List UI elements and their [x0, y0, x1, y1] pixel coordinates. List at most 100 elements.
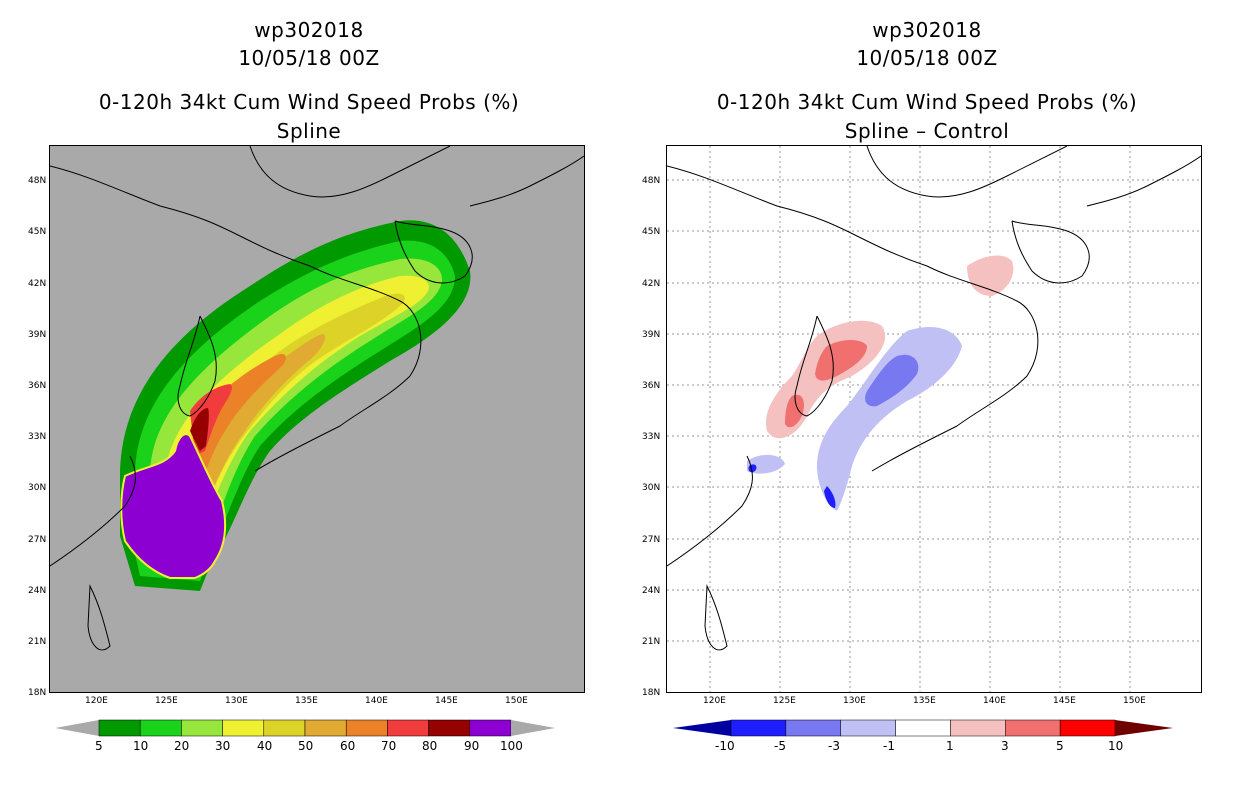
colorbar-cell: [345, 719, 388, 737]
colorbar-tick: 5: [1056, 739, 1064, 753]
colorbar-cell: [428, 719, 471, 737]
lon-label: 145E: [435, 696, 458, 706]
colorbar-cell: [950, 719, 1006, 737]
colorbar-tick: -1: [883, 739, 895, 753]
colorbar-tick: 10: [1108, 739, 1124, 753]
colorbar-under-arrow: [673, 720, 731, 736]
colorbar-cell: [263, 719, 306, 737]
storm-id: wp302018: [872, 18, 982, 42]
colorbar-cell: [98, 719, 141, 737]
colorbar-cell: [181, 719, 223, 737]
colorbar-cell: [730, 719, 787, 737]
colorbar-tick: 1: [946, 739, 954, 753]
colorbar-tick: 100: [500, 739, 523, 753]
lat-label: 42N: [28, 279, 47, 289]
lat-label: 27N: [28, 535, 47, 545]
diff-contour-negative-1: [817, 326, 962, 511]
colorbar-cell: [840, 719, 896, 737]
chart-title: 0-120h 34kt Cum Wind Speed Probs (%): [98, 90, 520, 114]
graticule: [667, 146, 1201, 692]
colorbar-cell: [1059, 719, 1116, 737]
difference-map-svg: [667, 146, 1201, 692]
colorbar-tick: -5: [774, 739, 786, 753]
colorbar-tick: 30: [215, 739, 231, 753]
diff-contour-negative-10: [824, 486, 836, 508]
colorbar-tick: -10: [715, 739, 735, 753]
lat-label: 42N: [642, 279, 661, 289]
lon-label: 145E: [1053, 696, 1076, 706]
lon-label: 140E: [365, 696, 388, 706]
colorbar-cell: [387, 719, 429, 737]
lat-label: 18N: [28, 688, 47, 698]
colorbar-tick: 20: [174, 739, 190, 753]
lon-label: 150E: [1123, 696, 1146, 706]
colorbar-tick: 3: [1001, 739, 1009, 753]
colorbar-tick: -3: [828, 739, 840, 753]
colorbar-under-arrow: [55, 720, 99, 736]
colorbar-tick: 90: [464, 739, 480, 753]
colorbar-cell: [895, 719, 951, 737]
lon-label: 150E: [505, 696, 528, 706]
lat-label: 21N: [642, 637, 661, 647]
difference-colorbar: [673, 719, 1173, 737]
colorbar-cell: [139, 719, 182, 737]
lat-label: 48N: [642, 176, 661, 186]
lat-label: 39N: [642, 330, 661, 340]
forecast-time: 10/05/18 00Z: [238, 46, 380, 70]
right-panel: wp302018 10/05/18 00Z 0-120h 34kt Cum Wi…: [618, 0, 1236, 800]
colorbar-tick: 70: [381, 739, 397, 753]
colorbar-cell: [785, 719, 841, 737]
coastlines: [667, 146, 1201, 651]
colorbar-cell: [469, 719, 512, 737]
lat-label: 39N: [28, 330, 47, 340]
lat-label: 24N: [642, 586, 661, 596]
probability-map: [49, 145, 585, 693]
diff-contour-positive-3b: [785, 394, 804, 428]
lat-label: 45N: [642, 227, 661, 237]
lon-label: 130E: [843, 696, 866, 706]
lat-label: 33N: [642, 432, 661, 442]
lon-label: 120E: [703, 696, 726, 706]
lat-label: 24N: [28, 586, 47, 596]
lat-label: 27N: [642, 535, 661, 545]
diff-contour-positive-3: [815, 340, 867, 381]
colorbar-tick: 60: [340, 739, 356, 753]
colorbar-tick: 50: [298, 739, 314, 753]
probability-map-svg: [50, 146, 584, 651]
lat-label: 30N: [28, 483, 47, 493]
colorbar-cell: [304, 719, 347, 737]
colorbar-tick: 40: [257, 739, 273, 753]
colorbar-tick: 80: [422, 739, 438, 753]
lon-label: 140E: [983, 696, 1006, 706]
storm-id: wp302018: [254, 18, 364, 42]
forecast-time: 10/05/18 00Z: [856, 46, 998, 70]
lon-label: 135E: [913, 696, 936, 706]
lat-label: 36N: [28, 381, 47, 391]
difference-map: [666, 145, 1202, 693]
lat-label: 33N: [28, 432, 47, 442]
chart-subtitle: Spline: [276, 119, 342, 143]
lon-label: 120E: [85, 696, 108, 706]
colorbar-over-arrow: [511, 720, 555, 736]
lon-label: 125E: [773, 696, 796, 706]
diff-contour-negative-1b: [747, 454, 785, 474]
left-panel: wp302018 10/05/18 00Z 0-120h 34kt Cum Wi…: [28, 18, 585, 753]
lon-label: 130E: [225, 696, 248, 706]
lat-label: 48N: [28, 176, 47, 186]
lat-label: 18N: [642, 688, 661, 698]
colorbar-tick: 10: [133, 739, 149, 753]
lon-label: 135E: [295, 696, 318, 706]
colorbar-over-arrow: [1115, 720, 1173, 736]
probability-colorbar: [55, 719, 555, 737]
colorbar-cell: [222, 719, 265, 737]
chart-title: 0-120h 34kt Cum Wind Speed Probs (%): [716, 90, 1138, 114]
lat-label: 21N: [28, 637, 47, 647]
diff-contour-negative-3: [865, 354, 919, 407]
lon-label: 125E: [155, 696, 178, 706]
lat-label: 36N: [642, 381, 661, 391]
chart-subtitle: Spline – Control: [844, 119, 1010, 143]
coastlines: [50, 146, 584, 651]
prob-contour-80: [190, 408, 209, 451]
lat-label: 45N: [28, 227, 47, 237]
colorbar-tick: 5: [95, 739, 103, 753]
